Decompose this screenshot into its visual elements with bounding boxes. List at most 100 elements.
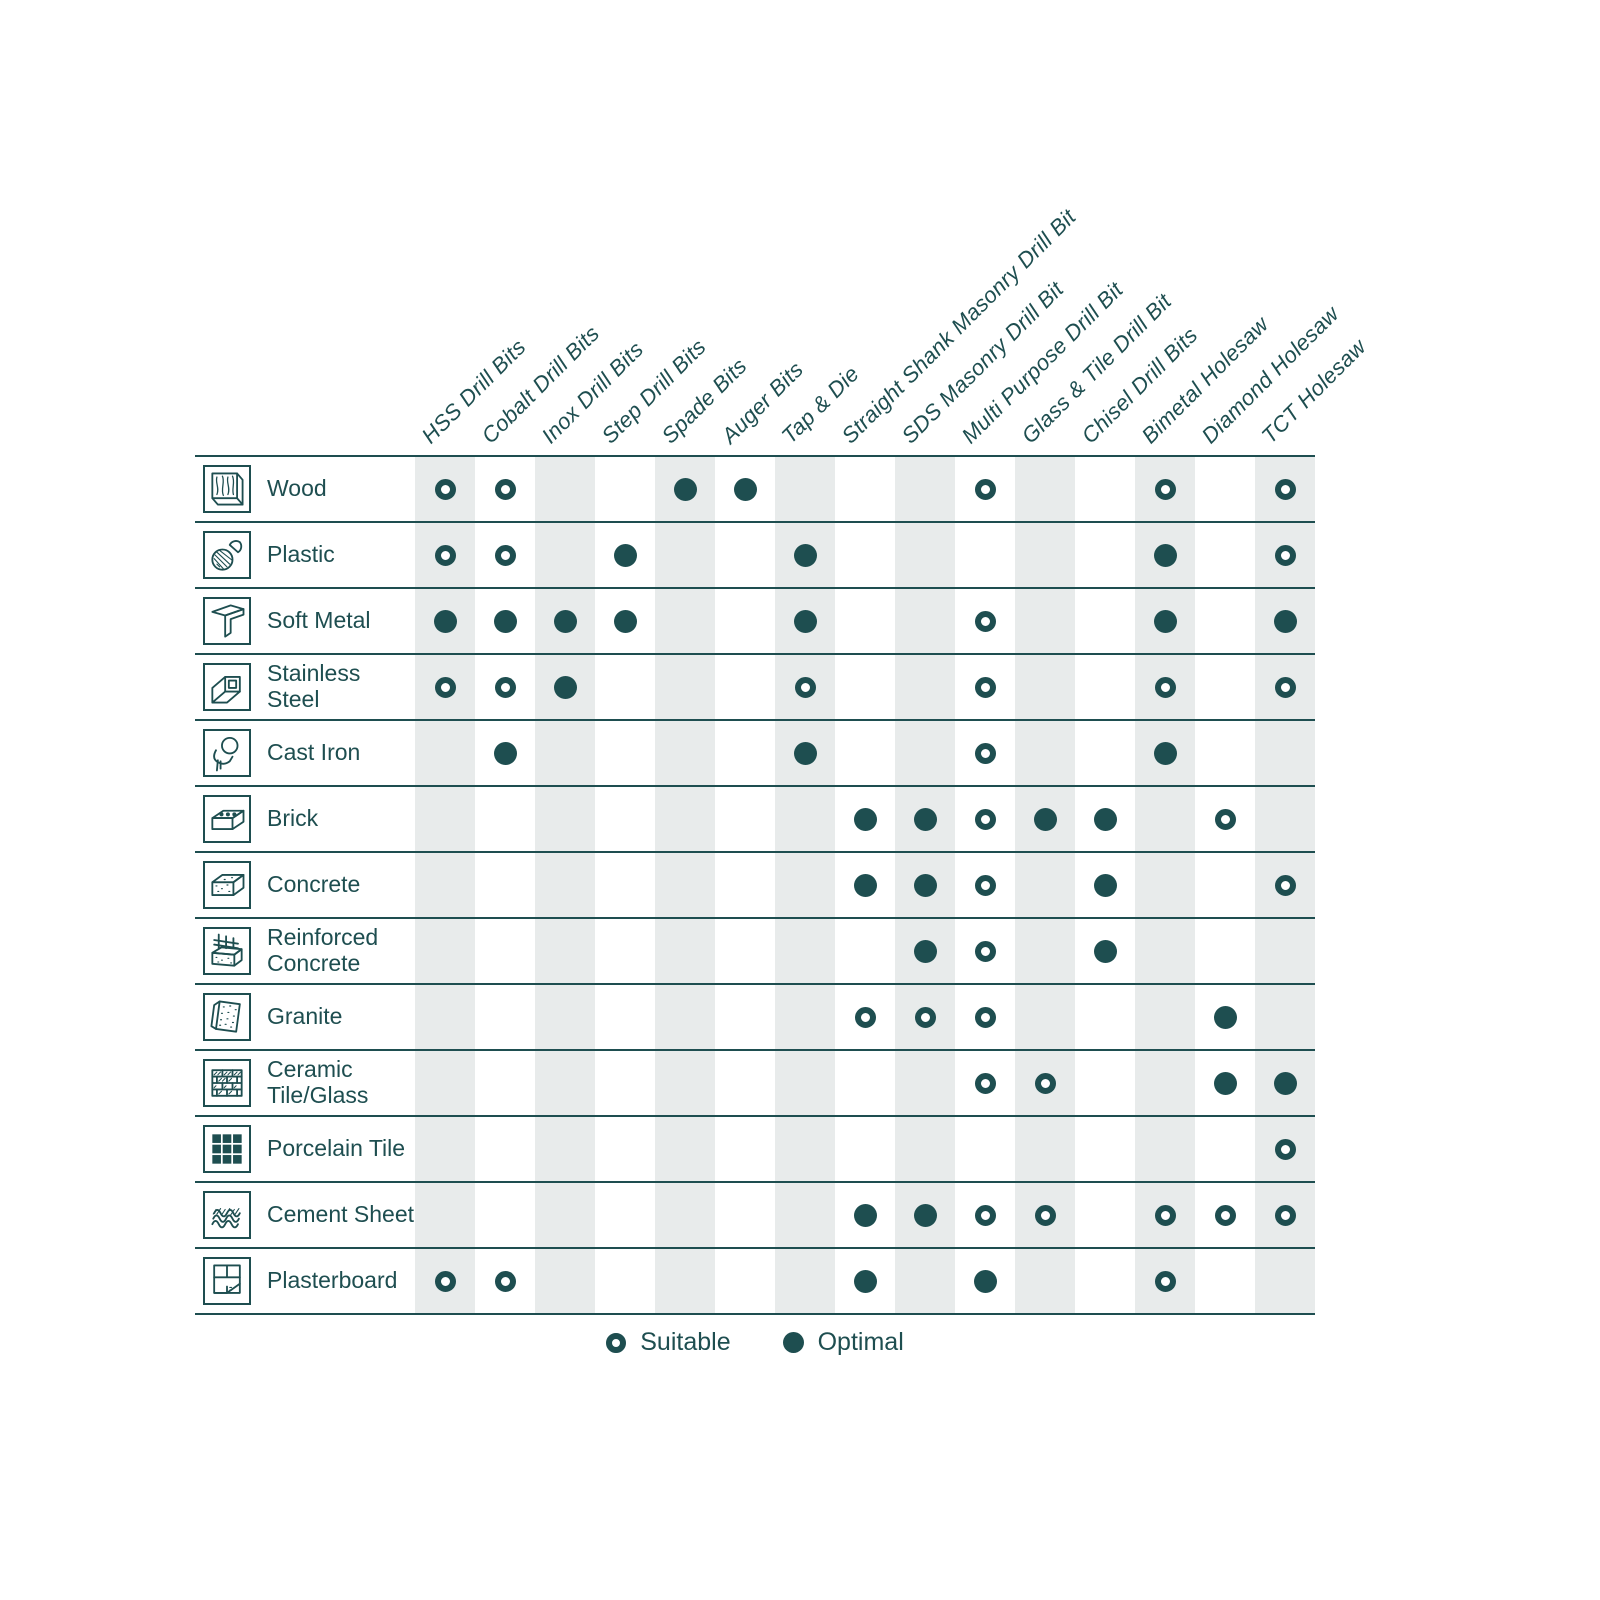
suitable-ring-icon <box>1214 1204 1236 1226</box>
cell-granite-auger-bits <box>715 985 775 1049</box>
cell-soft-metal-cobalt-drill-bits <box>475 589 535 653</box>
cell-stainless-steel-cobalt-drill-bits <box>475 655 535 719</box>
legend-optimal: Optimal <box>782 1328 904 1357</box>
cell-cast-iron-cobalt-drill-bits <box>475 721 535 785</box>
row-label: Ceramic Tile/Glass <box>267 1056 369 1108</box>
cell-porcelain-tile-cobalt-drill-bits <box>475 1117 535 1181</box>
row-ceramic-tile-glass: Ceramic Tile/Glass <box>195 1051 1315 1117</box>
cell-granite-hss-drill-bits <box>415 985 475 1049</box>
cell-granite-glass-tile-drill-bit <box>1015 985 1075 1049</box>
cell-cement-sheet-step-drill-bits <box>595 1183 655 1247</box>
suitable-ring-icon <box>1154 676 1176 698</box>
row-header-ceramic-tile-glass: Ceramic Tile/Glass <box>195 1051 415 1115</box>
row-header-cement-sheet: Cement Sheet <box>195 1183 415 1247</box>
cell-soft-metal-spade-bits <box>655 589 715 653</box>
cell-plastic-tct-holesaw <box>1255 523 1315 587</box>
optimal-dot-icon <box>1273 1071 1297 1095</box>
cell-plasterboard-cobalt-drill-bits <box>475 1249 535 1313</box>
column-headers: HSS Drill Bits Cobalt Drill Bits Inox Dril… <box>195 170 1371 455</box>
cell-concrete-step-drill-bits <box>595 853 655 917</box>
cell-reinforced-concrete-hss-drill-bits <box>415 919 475 983</box>
cell-ceramic-tile-glass-sds-masonry-drill-bit <box>895 1051 955 1115</box>
cell-cast-iron-chisel-drill-bits <box>1075 721 1135 785</box>
optimal-dot-icon <box>913 1203 937 1227</box>
optimal-dot-icon <box>793 609 817 633</box>
suitable-ring-icon <box>974 610 996 632</box>
cell-porcelain-tile-glass-tile-drill-bit <box>1015 1117 1075 1181</box>
cell-plasterboard-tap-die <box>775 1249 835 1313</box>
optimal-dot-icon <box>673 477 697 501</box>
cell-cement-sheet-hss-drill-bits <box>415 1183 475 1247</box>
cell-brick-tap-die <box>775 787 835 851</box>
stainless-steel-icon <box>203 663 251 711</box>
cell-porcelain-tile-step-drill-bits <box>595 1117 655 1181</box>
cell-concrete-diamond-holesaw <box>1195 853 1255 917</box>
row-cells <box>415 853 1315 917</box>
cell-ceramic-tile-glass-tct-holesaw <box>1255 1051 1315 1115</box>
cell-plastic-cobalt-drill-bits <box>475 523 535 587</box>
cell-granite-chisel-drill-bits <box>1075 985 1135 1049</box>
optimal-dot-icon <box>973 1269 997 1293</box>
plasterboard-icon <box>203 1257 251 1305</box>
cell-plastic-sds-masonry-drill-bit <box>895 523 955 587</box>
cell-cast-iron-auger-bits <box>715 721 775 785</box>
row-cells <box>415 655 1315 719</box>
row-header-porcelain-tile: Porcelain Tile <box>195 1117 415 1181</box>
row-header-wood: Wood <box>195 457 415 521</box>
cell-cement-sheet-sds-masonry-drill-bit <box>895 1183 955 1247</box>
cell-ceramic-tile-glass-multi-purpose-drill-bit <box>955 1051 1015 1115</box>
optimal-dot-icon <box>1153 741 1177 765</box>
cell-stainless-steel-glass-tile-drill-bit <box>1015 655 1075 719</box>
optimal-dot-icon <box>553 609 577 633</box>
optimal-dot-icon <box>613 543 637 567</box>
cell-concrete-hss-drill-bits <box>415 853 475 917</box>
cell-granite-cobalt-drill-bits <box>475 985 535 1049</box>
row-plastic: Plastic <box>195 523 1315 589</box>
cell-brick-spade-bits <box>655 787 715 851</box>
cell-plasterboard-chisel-drill-bits <box>1075 1249 1135 1313</box>
cell-concrete-multi-purpose-drill-bit <box>955 853 1015 917</box>
cell-wood-inox-drill-bits <box>535 457 595 521</box>
cell-reinforced-concrete-auger-bits <box>715 919 775 983</box>
cell-plasterboard-inox-drill-bits <box>535 1249 595 1313</box>
cell-concrete-auger-bits <box>715 853 775 917</box>
cell-reinforced-concrete-straight-shank-masonry-drill-bit <box>835 919 895 983</box>
cell-cement-sheet-tap-die <box>775 1183 835 1247</box>
cell-brick-straight-shank-masonry-drill-bit <box>835 787 895 851</box>
cell-ceramic-tile-glass-step-drill-bits <box>595 1051 655 1115</box>
row-reinforced-concrete: Reinforced Concrete <box>195 919 1315 985</box>
cell-porcelain-tile-straight-shank-masonry-drill-bit <box>835 1117 895 1181</box>
row-header-cast-iron: Cast Iron <box>195 721 415 785</box>
suitable-ring-icon <box>1274 1138 1296 1160</box>
row-label: Wood <box>267 475 327 502</box>
cell-ceramic-tile-glass-hss-drill-bits <box>415 1051 475 1115</box>
row-cells <box>415 721 1315 785</box>
cast-iron-icon <box>203 729 251 777</box>
cell-plastic-multi-purpose-drill-bit <box>955 523 1015 587</box>
cell-wood-step-drill-bits <box>595 457 655 521</box>
cell-reinforced-concrete-multi-purpose-drill-bit <box>955 919 1015 983</box>
row-label: Stainless Steel <box>267 660 361 712</box>
cell-stainless-steel-diamond-holesaw <box>1195 655 1255 719</box>
soft-metal-icon <box>203 597 251 645</box>
cell-plasterboard-tct-holesaw <box>1255 1249 1315 1313</box>
cell-cement-sheet-diamond-holesaw <box>1195 1183 1255 1247</box>
cell-wood-multi-purpose-drill-bit <box>955 457 1015 521</box>
optimal-dot-icon <box>1213 1005 1237 1029</box>
cell-granite-bimetal-holesaw <box>1135 985 1195 1049</box>
cell-brick-tct-holesaw <box>1255 787 1315 851</box>
cell-ceramic-tile-glass-bimetal-holesaw <box>1135 1051 1195 1115</box>
cell-brick-inox-drill-bits <box>535 787 595 851</box>
row-label: Reinforced Concrete <box>267 924 379 976</box>
optimal-dot-icon <box>553 675 577 699</box>
cell-stainless-steel-tap-die <box>775 655 835 719</box>
cell-ceramic-tile-glass-glass-tile-drill-bit <box>1015 1051 1075 1115</box>
cell-soft-metal-glass-tile-drill-bit <box>1015 589 1075 653</box>
cell-cement-sheet-chisel-drill-bits <box>1075 1183 1135 1247</box>
cell-cement-sheet-bimetal-holesaw <box>1135 1183 1195 1247</box>
cell-plastic-straight-shank-masonry-drill-bit <box>835 523 895 587</box>
cell-soft-metal-tct-holesaw <box>1255 589 1315 653</box>
legend-optimal-label: Optimal <box>817 1328 904 1356</box>
cell-ceramic-tile-glass-tap-die <box>775 1051 835 1115</box>
